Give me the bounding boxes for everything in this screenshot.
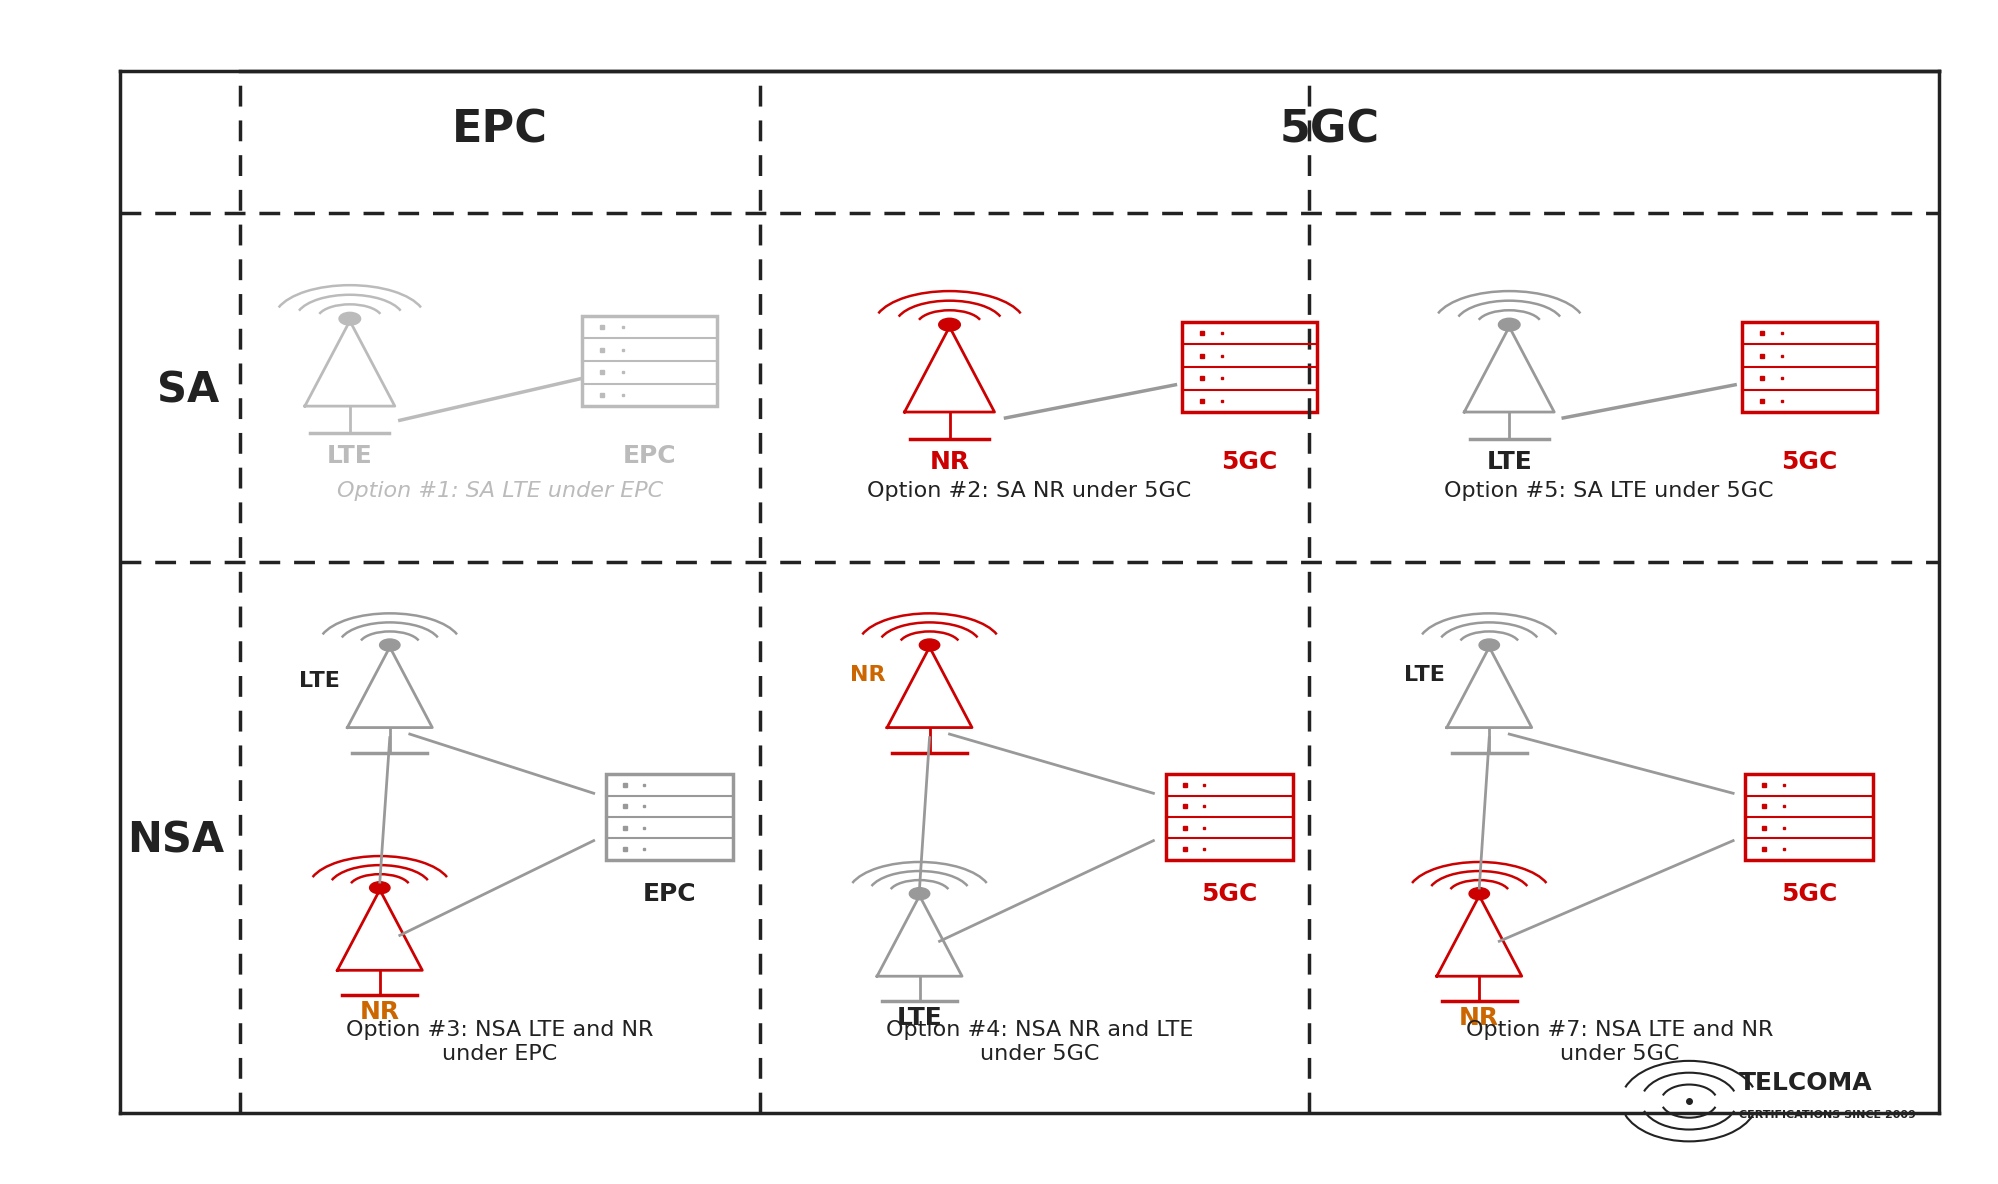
Text: Option #4: NSA NR and LTE
under 5GC: Option #4: NSA NR and LTE under 5GC <box>885 1021 1193 1063</box>
Text: Option #2: SA NR under 5GC: Option #2: SA NR under 5GC <box>867 482 1191 501</box>
Text: EPC: EPC <box>643 882 695 906</box>
Circle shape <box>1469 888 1489 900</box>
Text: Option #7: NSA LTE and NR
under 5GC: Option #7: NSA LTE and NR under 5GC <box>1465 1021 1772 1063</box>
Text: LTE: LTE <box>897 1006 941 1030</box>
Circle shape <box>370 882 390 894</box>
Circle shape <box>1479 639 1498 651</box>
FancyBboxPatch shape <box>581 316 717 406</box>
Text: NR: NR <box>360 1000 400 1024</box>
Text: 5GC: 5GC <box>1780 882 1836 906</box>
FancyBboxPatch shape <box>1740 322 1876 412</box>
Text: Option #3: NSA LTE and NR
under EPC: Option #3: NSA LTE and NR under EPC <box>346 1021 653 1063</box>
Circle shape <box>909 888 929 900</box>
Text: NSA: NSA <box>128 819 224 862</box>
Circle shape <box>919 639 939 651</box>
Text: NR: NR <box>849 665 885 684</box>
Text: EPC: EPC <box>452 109 547 152</box>
Text: NR: NR <box>929 450 969 474</box>
Text: LTE: LTE <box>1405 665 1445 684</box>
FancyBboxPatch shape <box>1181 322 1317 412</box>
Text: LTE: LTE <box>300 671 340 690</box>
Text: 5GC: 5GC <box>1201 882 1257 906</box>
Circle shape <box>1498 318 1518 332</box>
FancyBboxPatch shape <box>605 774 733 860</box>
Text: LTE: LTE <box>1487 450 1530 474</box>
Circle shape <box>380 639 400 651</box>
Circle shape <box>340 313 360 326</box>
Text: Option #5: SA LTE under 5GC: Option #5: SA LTE under 5GC <box>1445 482 1772 501</box>
Text: 5GC: 5GC <box>1221 450 1277 474</box>
Text: 5GC: 5GC <box>1279 109 1379 152</box>
Text: TELCOMA: TELCOMA <box>1738 1072 1872 1095</box>
Text: EPC: EPC <box>623 444 675 468</box>
Text: Option #1: SA LTE under EPC: Option #1: SA LTE under EPC <box>336 482 663 501</box>
Text: LTE: LTE <box>328 444 372 468</box>
FancyBboxPatch shape <box>1165 774 1293 860</box>
Text: NR: NR <box>1459 1006 1498 1030</box>
Circle shape <box>939 318 959 332</box>
Text: CERTIFICATIONS SINCE 2009: CERTIFICATIONS SINCE 2009 <box>1738 1111 1914 1120</box>
Text: 5GC: 5GC <box>1780 450 1836 474</box>
Text: SA: SA <box>156 369 220 412</box>
FancyBboxPatch shape <box>1744 774 1872 860</box>
